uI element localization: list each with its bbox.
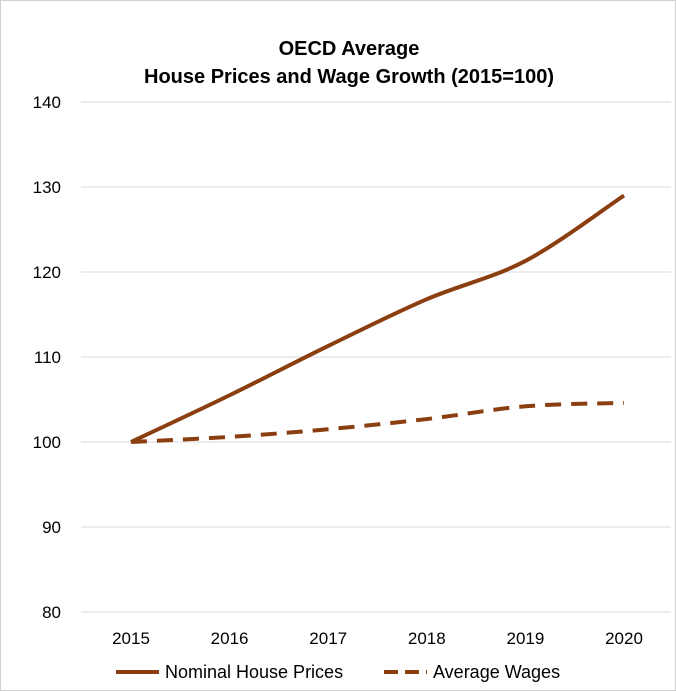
y-axis-tick-labels: 80 90 100 110 120 130 140 (33, 93, 61, 622)
y-tick-label-90: 90 (42, 518, 61, 537)
legend: Nominal House Prices Average Wages (116, 662, 560, 682)
chart-title-line-1: OECD Average (279, 38, 420, 60)
chart-title-line-2: House Prices and Wage Growth (2015=100) (144, 66, 554, 88)
y-tick-label-100: 100 (33, 433, 61, 452)
x-tick-label-2019: 2019 (506, 629, 544, 648)
x-tick-label-2018: 2018 (408, 629, 446, 648)
x-tick-label-2020: 2020 (605, 629, 643, 648)
series-lines (130, 193, 626, 444)
x-tick-label-2016: 2016 (211, 629, 249, 648)
x-tick-label-2015: 2015 (112, 629, 150, 648)
x-axis-tick-labels: 2015 2016 2017 2018 2019 2020 (112, 629, 643, 648)
y-tick-label-80: 80 (42, 603, 61, 622)
y-tick-label-120: 120 (33, 263, 61, 282)
legend-label-average-wages: Average Wages (433, 662, 560, 682)
series-line-average-wages (130, 400, 625, 444)
y-tick-label-140: 140 (33, 93, 61, 112)
legend-label-nominal-house-prices: Nominal House Prices (165, 662, 343, 682)
y-tick-label-110: 110 (34, 348, 61, 367)
gridlines (81, 101, 671, 613)
x-tick-label-2017: 2017 (309, 629, 347, 648)
y-tick-label-130: 130 (33, 178, 61, 197)
series-line-nominal-house-prices (130, 193, 626, 444)
